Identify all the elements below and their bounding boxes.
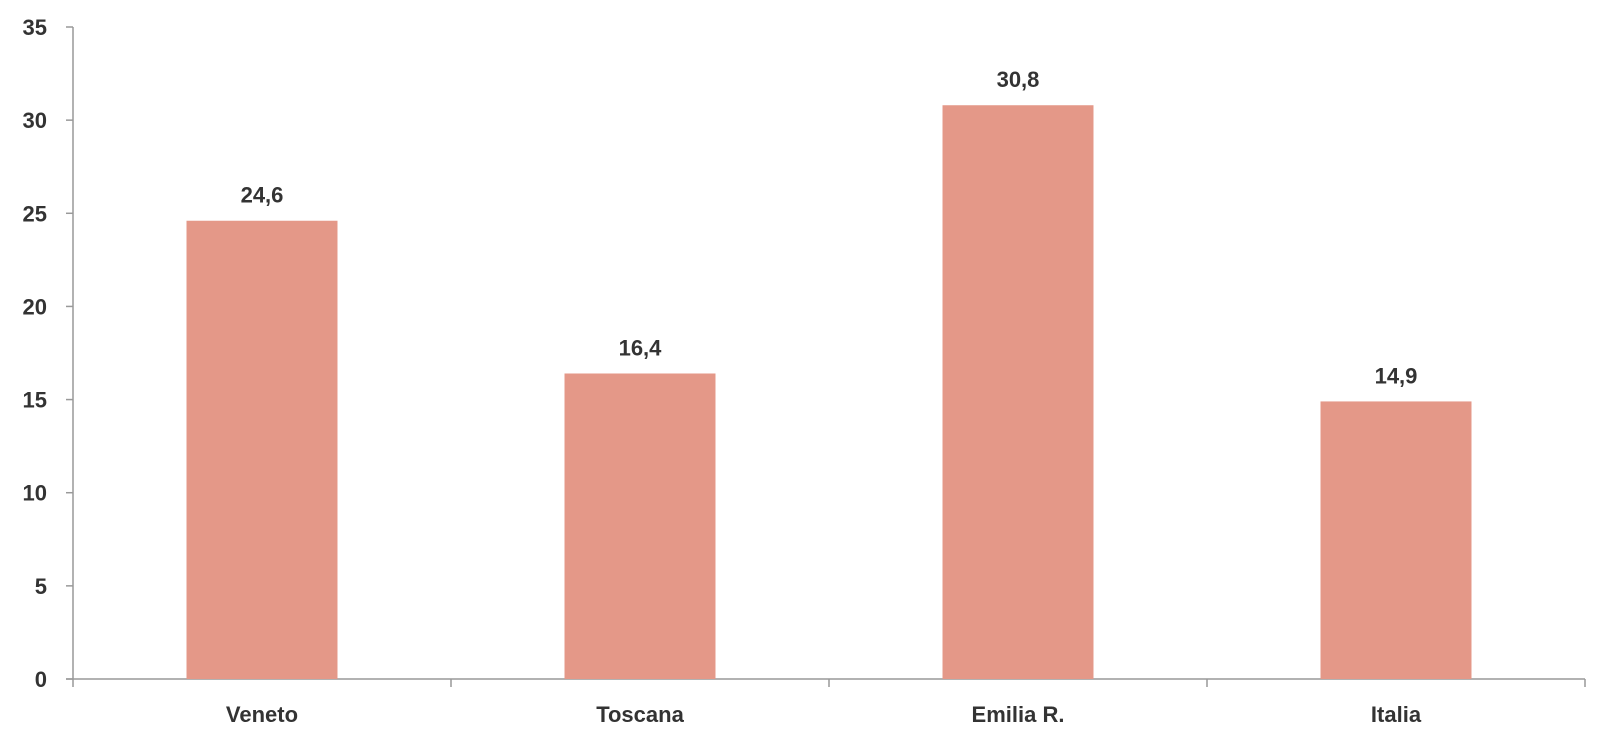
- y-tick-label: 0: [35, 667, 47, 692]
- y-tick-label: 30: [23, 108, 47, 133]
- bar: [186, 220, 338, 680]
- data-label: 16,4: [619, 335, 663, 360]
- x-tick-label: Italia: [1371, 702, 1422, 727]
- y-tick-label: 15: [23, 388, 47, 413]
- y-tick-label: 35: [23, 15, 47, 40]
- x-tick-label: Emilia R.: [972, 702, 1065, 727]
- y-tick-label: 5: [35, 574, 47, 599]
- x-axis: Veneto Toscana Emilia R. Italia: [66, 678, 1586, 727]
- data-label: 30,8: [997, 67, 1040, 92]
- y-tick-label: 10: [23, 481, 47, 506]
- y-tick-label: 25: [23, 201, 47, 226]
- bar: [1320, 401, 1472, 679]
- x-tick-label: Toscana: [596, 702, 684, 727]
- data-label: 14,9: [1375, 363, 1418, 388]
- data-labels: 24,6 16,4 30,8 14,9: [241, 67, 1418, 388]
- bar: [564, 373, 716, 679]
- y-tick-label: 20: [23, 294, 47, 319]
- bar: [942, 105, 1094, 680]
- y-axis: 0 5 10 15 20 25 30 35: [23, 15, 74, 692]
- bars: [186, 105, 1472, 680]
- data-label: 24,6: [241, 183, 284, 208]
- x-tick-label: Veneto: [226, 702, 298, 727]
